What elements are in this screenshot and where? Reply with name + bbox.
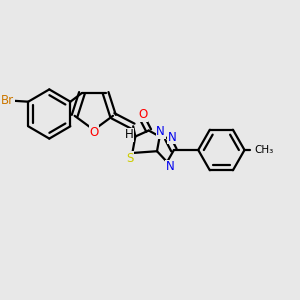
- Text: N: N: [168, 130, 177, 144]
- Text: S: S: [126, 152, 134, 165]
- Text: CH₃: CH₃: [255, 145, 274, 155]
- Text: O: O: [89, 126, 98, 139]
- Text: N: N: [156, 125, 165, 138]
- Text: H: H: [125, 128, 134, 141]
- Text: O: O: [138, 108, 147, 122]
- Text: Br: Br: [1, 94, 14, 107]
- Text: N: N: [166, 160, 174, 173]
